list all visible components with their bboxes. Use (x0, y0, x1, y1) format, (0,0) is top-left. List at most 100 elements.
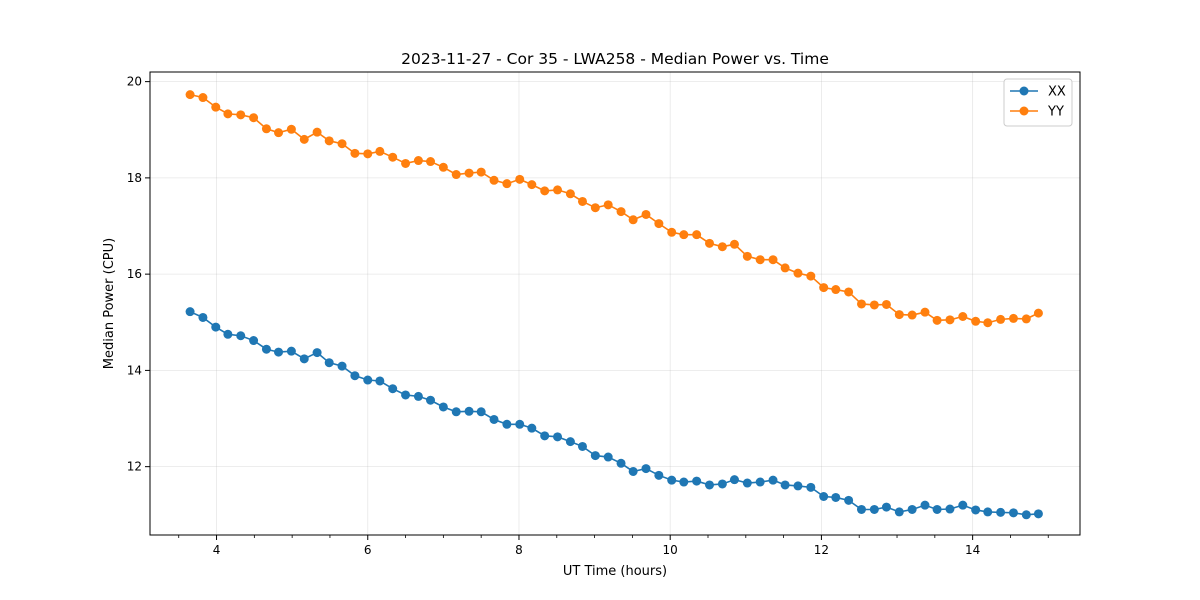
data-point-xx (185, 307, 195, 317)
data-point-xx (692, 476, 702, 486)
data-point-yy (819, 283, 829, 293)
data-point-yy (324, 136, 334, 146)
x-tick-label: 10 (663, 543, 678, 557)
data-point-xx (603, 452, 613, 462)
data-point-yy (350, 148, 360, 158)
data-point-xx (907, 504, 917, 514)
data-point-xx (261, 344, 271, 354)
data-point-yy (464, 168, 474, 178)
data-point-xx (236, 331, 246, 341)
data-point-xx (553, 432, 563, 442)
data-point-yy (527, 180, 537, 190)
data-point-xx (780, 480, 790, 490)
data-point-yy (692, 230, 702, 240)
x-tick-label: 8 (515, 543, 523, 557)
data-point-xx (286, 346, 296, 356)
y-tick-label: 18 (127, 171, 142, 185)
x-tick-label: 6 (364, 543, 372, 557)
data-point-xx (388, 384, 398, 394)
legend: XX YY (1003, 78, 1073, 127)
data-point-xx (363, 375, 373, 385)
data-point-xx (577, 441, 587, 451)
data-point-xx (920, 500, 930, 510)
y-tick-label: 16 (127, 267, 142, 281)
data-point-yy (540, 186, 550, 196)
data-point-xx (590, 451, 600, 461)
data-point-xx (958, 500, 968, 510)
plot-frame (149, 71, 1081, 536)
data-point-xx (515, 419, 525, 429)
data-point-xx (476, 407, 486, 417)
data-point-xx (819, 491, 829, 501)
data-point-yy (249, 113, 259, 123)
axes: 4 6 8 10 12 14 12 14 16 18 20 (127, 75, 1049, 557)
chart-title: 2023-11-27 - Cor 35 - LWA258 - Median Po… (401, 50, 829, 68)
data-point-xx (565, 437, 575, 447)
data-point-xx (793, 481, 803, 491)
y-tick-label: 12 (127, 460, 142, 474)
data-point-yy (679, 230, 689, 240)
data-point-xx (413, 391, 423, 401)
data-point-yy (793, 268, 803, 278)
data-point-yy (831, 285, 841, 295)
data-point-xx (628, 466, 638, 476)
data-point-yy (806, 271, 816, 281)
legend-label-yy: YY (1047, 105, 1064, 120)
data-point-xx (755, 477, 765, 487)
x-axis-label: UT Time (hours) (563, 564, 667, 579)
grid (150, 72, 1080, 535)
data-point-yy (1033, 308, 1043, 318)
data-point-yy (641, 209, 651, 219)
data-point-yy (198, 93, 208, 103)
data-point-yy (603, 200, 613, 210)
data-point-xx (768, 475, 778, 485)
data-point-yy (945, 315, 955, 325)
data-point-yy (426, 157, 436, 167)
y-tick-label: 20 (127, 75, 142, 89)
data-point-yy (261, 124, 271, 134)
data-point-yy (616, 207, 626, 217)
data-point-xx (705, 480, 715, 490)
data-point-yy (729, 239, 739, 249)
data-point-yy (894, 310, 904, 320)
data-point-yy (705, 238, 715, 248)
data-point-xx (211, 322, 221, 332)
data-point-xx (223, 329, 233, 339)
data-point-xx (502, 419, 512, 429)
data-point-yy (565, 189, 575, 199)
data-point-xx (1021, 510, 1031, 520)
data-point-xx (971, 505, 981, 515)
data-point-yy (299, 134, 309, 144)
y-tick-label: 14 (127, 363, 142, 377)
legend-marker-xx (1019, 86, 1029, 96)
data-point-yy (983, 318, 993, 328)
data-point-yy (286, 124, 296, 134)
data-point-yy (438, 162, 448, 172)
data-point-xx (831, 492, 841, 502)
data-point-yy (920, 307, 930, 317)
data-point-yy (654, 219, 664, 229)
data-point-yy (337, 139, 347, 149)
data-point-yy (388, 152, 398, 162)
data-point-yy (502, 179, 512, 189)
data-point-xx (932, 504, 942, 514)
data-point-yy (742, 251, 752, 261)
data-point-xx (527, 423, 537, 433)
data-point-xx (375, 376, 385, 386)
data-point-xx (337, 361, 347, 371)
data-point-xx (641, 464, 651, 474)
data-point-xx (729, 475, 739, 485)
data-point-xx (274, 347, 284, 357)
data-point-yy (1021, 314, 1031, 324)
data-point-yy (515, 174, 525, 184)
x-tick-label: 12 (814, 543, 829, 557)
data-point-yy (590, 203, 600, 213)
data-point-yy (755, 255, 765, 265)
data-point-yy (628, 215, 638, 225)
data-point-yy (844, 287, 854, 297)
data-point-xx (881, 502, 891, 512)
data-point-yy (185, 90, 195, 100)
data-point-yy (223, 109, 233, 119)
data-point-xx (438, 402, 448, 412)
